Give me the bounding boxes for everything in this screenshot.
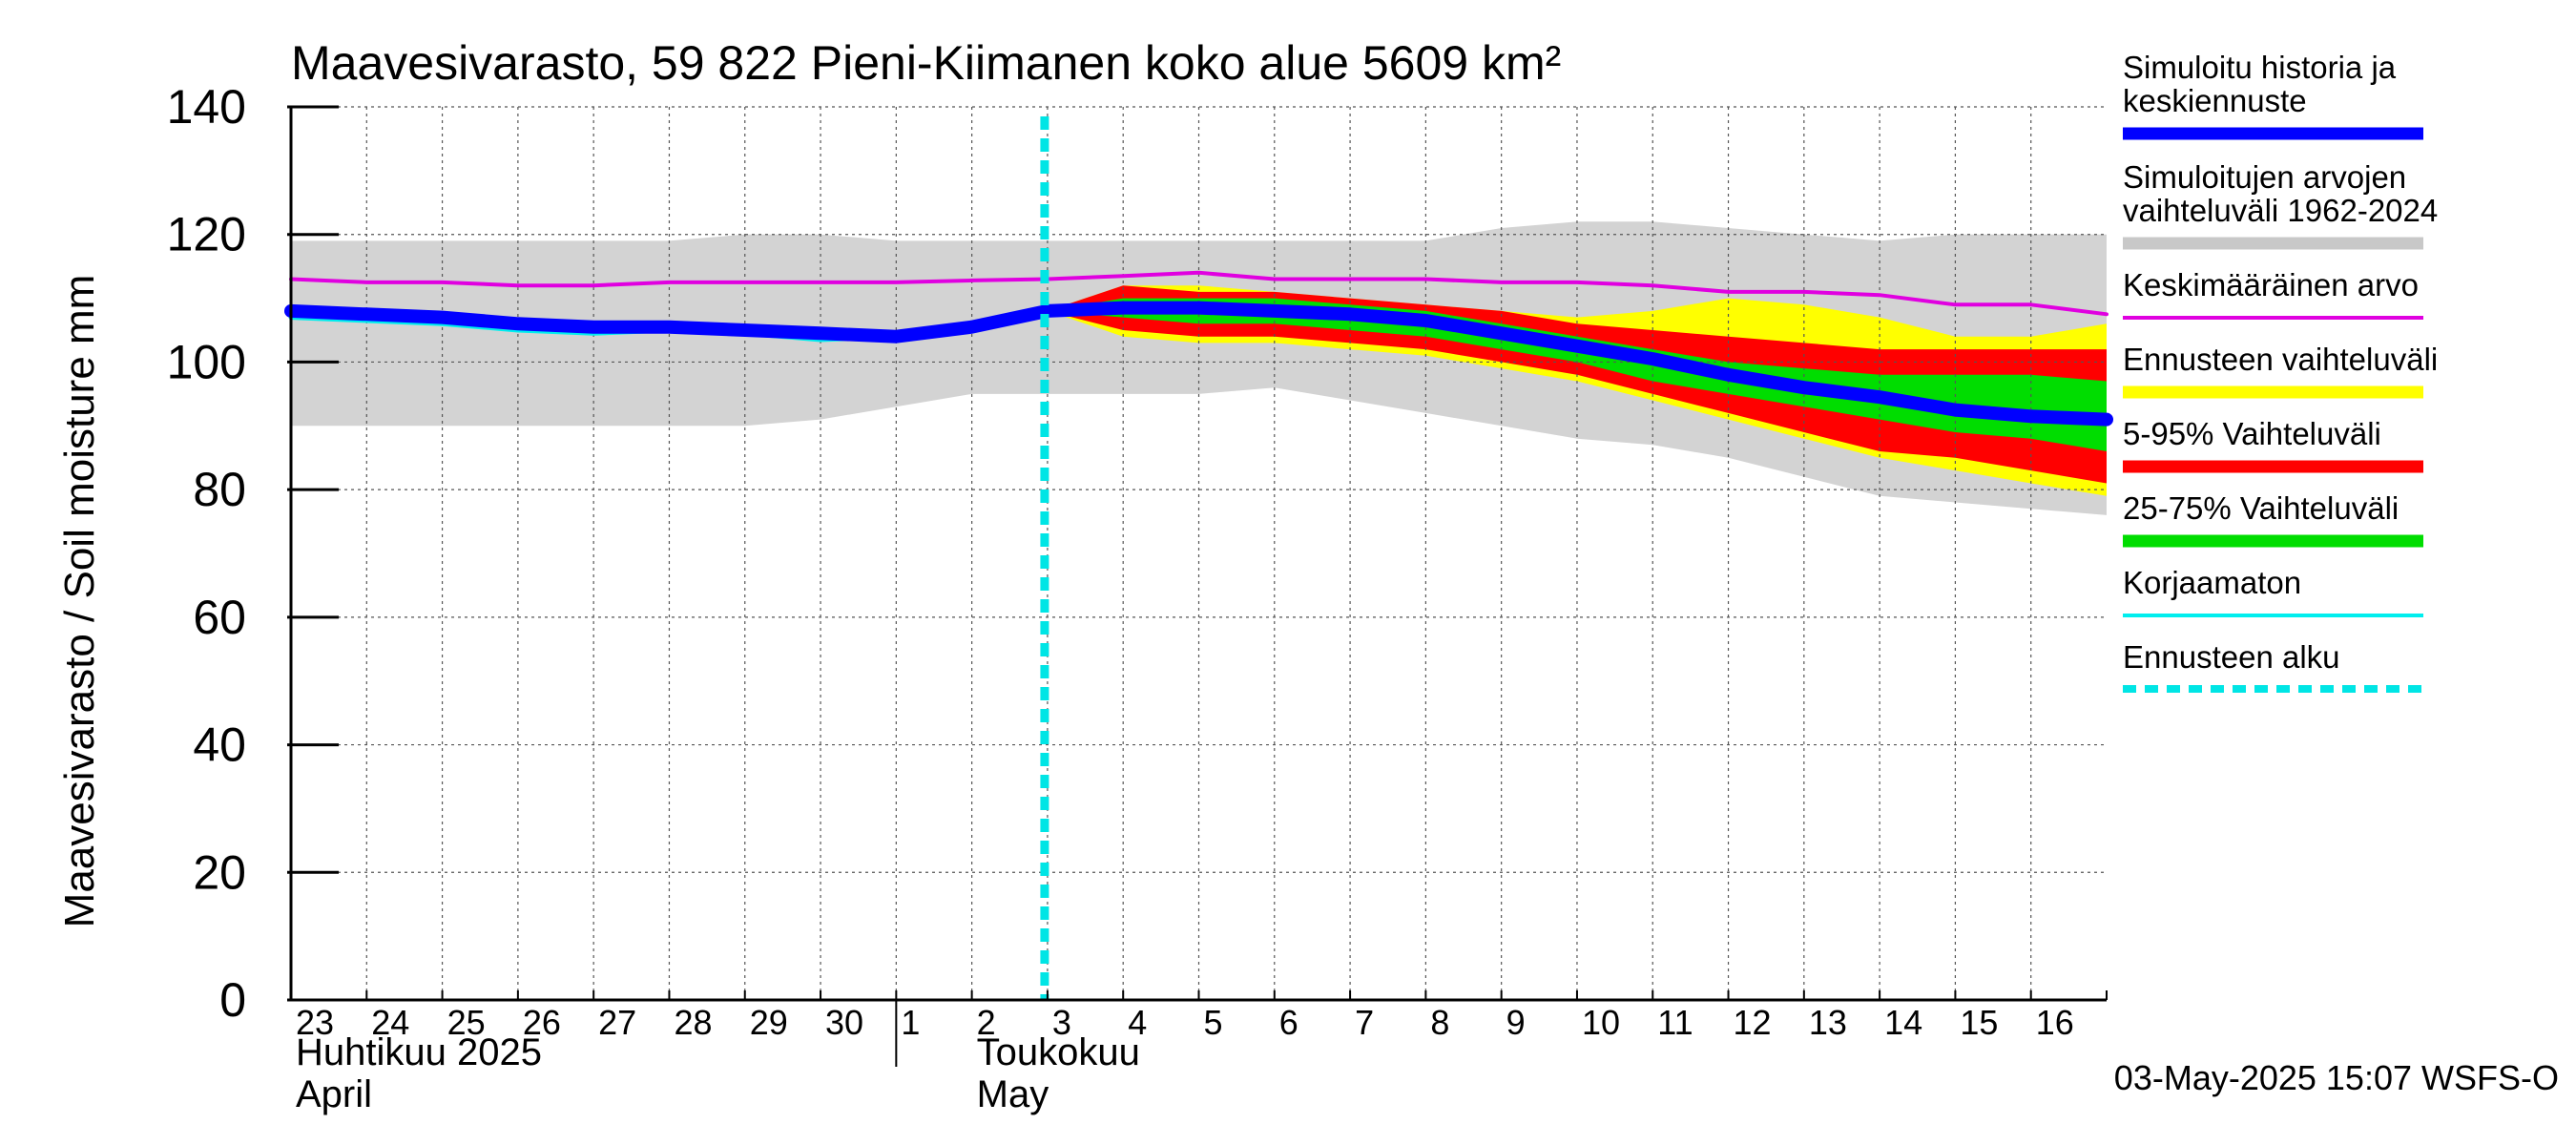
legend-label: Korjaamaton: [2123, 565, 2301, 600]
x-day-label: 4: [1128, 1003, 1147, 1042]
legend-label: Ennusteen vaihteluväli: [2123, 342, 2438, 377]
y-tick-label: 40: [193, 718, 246, 772]
x-day-label: 10: [1582, 1003, 1620, 1042]
x-day-label: 27: [598, 1003, 636, 1042]
x-day-label: 8: [1430, 1003, 1449, 1042]
legend-label: Ennusteen alku: [2123, 639, 2340, 675]
legend-label: Keskimääräinen arvo: [2123, 267, 2419, 302]
x-day-label: 25: [447, 1003, 486, 1042]
x-day-label: 11: [1657, 1003, 1693, 1042]
y-axis-label: Maavesivarasto / Soil moisture mm: [56, 275, 103, 928]
p25-75-band: [1047, 298, 2107, 451]
legend-label: 5-95% Vaihteluväli: [2123, 416, 2381, 451]
month-label-fi: Toukokuu: [977, 1031, 1140, 1073]
main-line-group: [284, 301, 2113, 427]
month-label-fi: Huhtikuu 2025: [296, 1031, 542, 1073]
y-tick-label: 20: [193, 845, 246, 899]
p5-95-band: [1047, 285, 2107, 484]
timestamp: 03-May-2025 15:07 WSFS-O: [2114, 1058, 2559, 1097]
p5-95-band-group: [1047, 285, 2107, 484]
y-ticks: 0 20 40 60 80 100 120 140: [167, 80, 339, 1027]
x-day-label: 24: [371, 1003, 409, 1042]
legend-label: vaihteluväli 1962-2024: [2123, 193, 2438, 228]
x-day-label: 14: [1884, 1003, 1922, 1042]
x-ticks: 23 24 25 26 27 28 29 30 1 2 3 4 5 6 7 8 9 10 11 12 13 14 15 16: [290, 990, 2108, 1042]
x-day-label: 1: [901, 1003, 920, 1042]
y-tick-label: 120: [167, 208, 246, 261]
gridlines: [291, 106, 2107, 1000]
x-day-label: 15: [1960, 1003, 1998, 1042]
legend-label: 25-75% Vaihteluväli: [2123, 490, 2399, 526]
y-tick-label: 80: [193, 463, 246, 516]
x-day-label: 6: [1279, 1003, 1298, 1042]
legend-label: Simuloitujen arvojen: [2123, 159, 2406, 195]
x-day-label: 30: [825, 1003, 863, 1042]
x-day-label: 26: [523, 1003, 561, 1042]
y-tick-label: 0: [219, 973, 246, 1027]
y-tick-label: 60: [193, 591, 246, 644]
main-forecast-line: [284, 301, 2113, 427]
x-day-label: 28: [674, 1003, 712, 1042]
x-day-label: 2: [977, 1003, 996, 1042]
x-day-label: 23: [296, 1003, 334, 1042]
x-day-label: 16: [2036, 1003, 2074, 1042]
x-day-label: 13: [1809, 1003, 1847, 1042]
p25-75-band-group: [1047, 298, 2107, 451]
mean-line: [289, 270, 2109, 317]
x-day-label: 12: [1734, 1003, 1772, 1042]
chart-title: Maavesivarasto, 59 822 Pieni-Kiimanen ko…: [291, 36, 1561, 90]
month-label-en: April: [296, 1073, 372, 1115]
y-tick-label: 140: [167, 80, 246, 134]
x-day-label: 9: [1506, 1003, 1526, 1042]
legend-label: keskiennuste: [2123, 83, 2307, 118]
legend-label: Simuloitu historia ja: [2123, 50, 2397, 85]
x-day-label: 5: [1204, 1003, 1223, 1042]
month-label-en: May: [977, 1073, 1049, 1115]
mean-line-group: [289, 270, 2109, 317]
x-day-label: 3: [1052, 1003, 1071, 1042]
x-day-label: 7: [1355, 1003, 1374, 1042]
y-tick-label: 100: [167, 335, 246, 388]
x-day-label: 29: [750, 1003, 788, 1042]
